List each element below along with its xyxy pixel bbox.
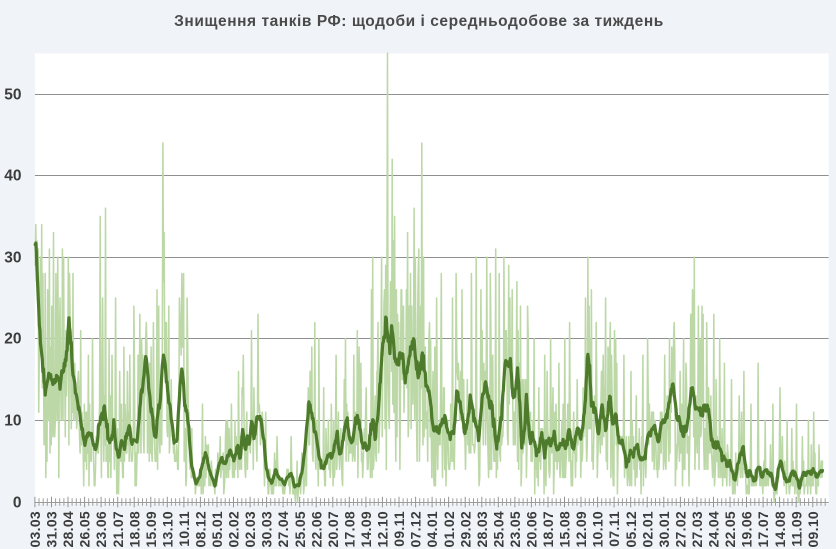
svg-text:07.11: 07.11 xyxy=(606,511,622,547)
svg-text:29.02: 29.02 xyxy=(457,511,473,548)
svg-text:20.07: 20.07 xyxy=(325,511,341,548)
svg-text:01.02: 01.02 xyxy=(441,511,457,548)
svg-text:26.05: 26.05 xyxy=(77,511,93,548)
svg-text:27.02: 27.02 xyxy=(673,511,689,548)
svg-text:05.12: 05.12 xyxy=(623,511,639,548)
svg-text:08.12: 08.12 xyxy=(193,511,209,548)
svg-text:11.09: 11.09 xyxy=(788,511,804,547)
svg-text:17.07: 17.07 xyxy=(755,511,771,548)
svg-text:23.06: 23.06 xyxy=(93,511,109,548)
svg-text:02.03: 02.03 xyxy=(242,511,258,548)
svg-text:23.05: 23.05 xyxy=(507,511,523,548)
svg-text:28.04: 28.04 xyxy=(60,511,76,548)
svg-text:18.08: 18.08 xyxy=(126,511,142,548)
svg-text:24.04: 24.04 xyxy=(706,511,722,548)
svg-text:14.09: 14.09 xyxy=(358,511,374,548)
svg-text:10.10: 10.10 xyxy=(590,511,606,548)
svg-text:20: 20 xyxy=(4,330,21,347)
svg-text:15.09: 15.09 xyxy=(143,511,159,548)
svg-text:14.08: 14.08 xyxy=(772,511,788,548)
svg-text:25.05: 25.05 xyxy=(292,511,308,548)
svg-text:07.12: 07.12 xyxy=(408,511,424,548)
svg-text:09.11: 09.11 xyxy=(391,511,407,547)
svg-text:02.01: 02.01 xyxy=(639,511,655,548)
svg-text:25.04: 25.04 xyxy=(490,511,506,548)
svg-text:04.01: 04.01 xyxy=(424,511,440,548)
svg-text:21.07: 21.07 xyxy=(110,511,126,548)
svg-text:03.03: 03.03 xyxy=(27,511,43,548)
svg-text:15.08: 15.08 xyxy=(557,511,573,548)
svg-text:13.10: 13.10 xyxy=(159,511,175,548)
svg-text:30.01: 30.01 xyxy=(656,511,672,548)
svg-text:40: 40 xyxy=(4,167,21,184)
svg-text:12.10: 12.10 xyxy=(375,511,391,548)
svg-text:27.03: 27.03 xyxy=(689,511,705,548)
svg-text:28.03: 28.03 xyxy=(474,511,490,548)
svg-text:22.05: 22.05 xyxy=(722,511,738,548)
svg-text:31.03: 31.03 xyxy=(44,511,60,548)
svg-text:27.04: 27.04 xyxy=(275,511,291,548)
svg-text:50: 50 xyxy=(4,86,21,103)
svg-text:0: 0 xyxy=(13,494,22,511)
svg-text:09.10: 09.10 xyxy=(805,511,821,548)
svg-text:22.06: 22.06 xyxy=(308,511,324,548)
svg-text:19.06: 19.06 xyxy=(739,511,755,548)
svg-text:17.08: 17.08 xyxy=(341,511,357,548)
svg-text:10: 10 xyxy=(4,412,21,429)
svg-text:20.06: 20.06 xyxy=(524,511,540,548)
svg-text:Знищення танків РФ: щодоби і с: Знищення танків РФ: щодоби і середньодоб… xyxy=(174,13,664,30)
svg-text:10.11: 10.11 xyxy=(176,511,192,547)
svg-text:12.09: 12.09 xyxy=(573,511,589,548)
svg-text:30: 30 xyxy=(4,249,21,266)
svg-text:02.02: 02.02 xyxy=(226,511,242,548)
svg-text:18.07: 18.07 xyxy=(540,511,556,548)
svg-text:30.03: 30.03 xyxy=(259,511,275,548)
svg-text:05.01: 05.01 xyxy=(209,511,225,548)
